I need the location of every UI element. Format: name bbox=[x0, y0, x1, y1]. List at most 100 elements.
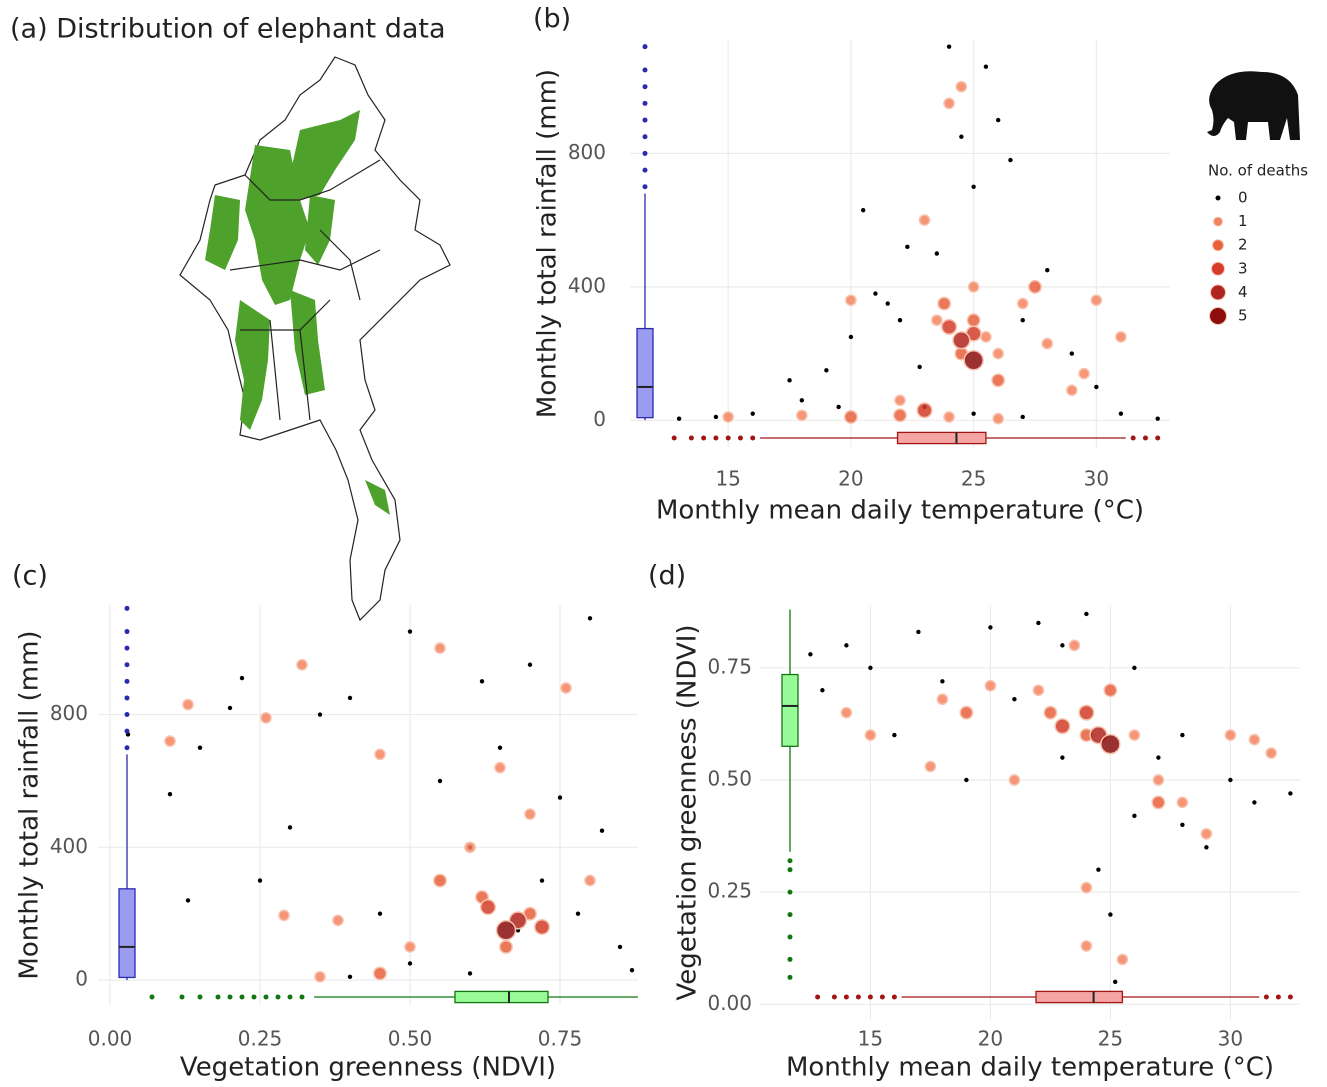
y-tick-label: 0.75 bbox=[707, 654, 752, 678]
point bbox=[1020, 318, 1025, 323]
point bbox=[722, 411, 735, 423]
panel-label: (d) bbox=[648, 561, 686, 592]
point bbox=[964, 777, 969, 783]
outlier bbox=[701, 435, 707, 441]
point bbox=[946, 44, 952, 49]
x-tick-label: 0.50 bbox=[388, 1027, 433, 1051]
point bbox=[479, 899, 497, 916]
legend-marker bbox=[1211, 261, 1225, 276]
point bbox=[287, 825, 293, 830]
point bbox=[374, 748, 386, 761]
y-tick-label: 0.50 bbox=[707, 766, 752, 790]
point bbox=[1118, 411, 1124, 416]
box bbox=[636, 327, 654, 419]
point bbox=[1113, 979, 1118, 985]
outlier bbox=[1142, 435, 1148, 441]
point bbox=[437, 778, 443, 784]
point bbox=[971, 411, 976, 416]
point bbox=[1078, 367, 1090, 380]
point bbox=[971, 184, 976, 189]
point bbox=[1084, 611, 1089, 617]
outlier bbox=[642, 44, 648, 50]
outlier bbox=[725, 435, 731, 441]
outlier bbox=[750, 435, 756, 441]
point bbox=[1054, 718, 1071, 735]
point bbox=[1180, 822, 1185, 828]
point bbox=[897, 318, 903, 323]
outlier bbox=[867, 994, 873, 1000]
box bbox=[781, 673, 799, 747]
outlier bbox=[124, 629, 130, 635]
point bbox=[467, 971, 473, 976]
x-axis-label: Vegetation greenness (NDVI) bbox=[180, 1053, 556, 1083]
outlier bbox=[263, 994, 269, 1000]
point bbox=[894, 394, 906, 407]
point bbox=[185, 898, 191, 903]
outlier bbox=[787, 889, 793, 895]
point bbox=[1080, 881, 1093, 894]
point bbox=[992, 412, 1005, 425]
legend-marker bbox=[1210, 284, 1226, 301]
legend-label: 2 bbox=[1238, 236, 1248, 254]
point bbox=[1008, 774, 1021, 786]
point bbox=[988, 625, 993, 630]
outlier bbox=[737, 435, 743, 441]
point bbox=[864, 729, 877, 741]
point bbox=[787, 378, 792, 383]
x-axis-label: Monthly mean daily temperature (°C) bbox=[656, 496, 1144, 526]
point bbox=[937, 296, 952, 311]
x-tick-label: 0.25 bbox=[238, 1027, 283, 1051]
outlier bbox=[787, 867, 793, 873]
point bbox=[892, 732, 897, 738]
point bbox=[433, 873, 447, 888]
outlier bbox=[239, 994, 245, 1000]
point bbox=[296, 658, 308, 671]
outlier bbox=[124, 712, 130, 718]
outlier bbox=[831, 994, 837, 1000]
point bbox=[317, 712, 323, 717]
point bbox=[952, 331, 971, 350]
point bbox=[1108, 912, 1113, 917]
x-tick-label: 30 bbox=[1084, 467, 1109, 491]
point bbox=[495, 920, 517, 941]
point bbox=[980, 331, 992, 343]
outlier bbox=[642, 167, 648, 173]
x-axis-label: Monthly mean daily temperature (°C) bbox=[786, 1053, 1274, 1083]
point bbox=[1132, 813, 1137, 819]
outlier bbox=[227, 994, 233, 1000]
y-tick-label: 0.00 bbox=[707, 991, 752, 1015]
point bbox=[1078, 704, 1095, 721]
y-tick-label: 400 bbox=[50, 834, 88, 858]
panel-label: (c) bbox=[12, 561, 48, 592]
outlier bbox=[787, 974, 793, 980]
point bbox=[967, 281, 980, 293]
point bbox=[713, 414, 719, 420]
point bbox=[991, 373, 1006, 388]
point bbox=[750, 411, 755, 416]
outlier bbox=[1263, 994, 1269, 1000]
legend-label: 3 bbox=[1238, 259, 1248, 277]
point bbox=[533, 918, 551, 936]
point bbox=[848, 334, 854, 340]
point bbox=[464, 841, 476, 854]
y-tick-label: 0.25 bbox=[707, 879, 752, 903]
x-tick-label: 0.75 bbox=[538, 1027, 583, 1051]
point bbox=[934, 251, 940, 256]
point bbox=[808, 652, 813, 657]
point bbox=[799, 398, 805, 403]
point bbox=[1043, 705, 1058, 720]
point bbox=[260, 712, 272, 724]
point bbox=[587, 616, 593, 621]
point bbox=[1176, 796, 1189, 809]
point bbox=[844, 643, 849, 648]
outlier bbox=[124, 745, 130, 751]
point bbox=[407, 961, 413, 966]
point bbox=[497, 745, 503, 750]
outlier bbox=[642, 84, 648, 90]
point bbox=[404, 941, 416, 953]
point bbox=[1224, 729, 1237, 741]
point bbox=[885, 301, 890, 306]
box bbox=[1035, 990, 1124, 1004]
point bbox=[941, 318, 958, 335]
